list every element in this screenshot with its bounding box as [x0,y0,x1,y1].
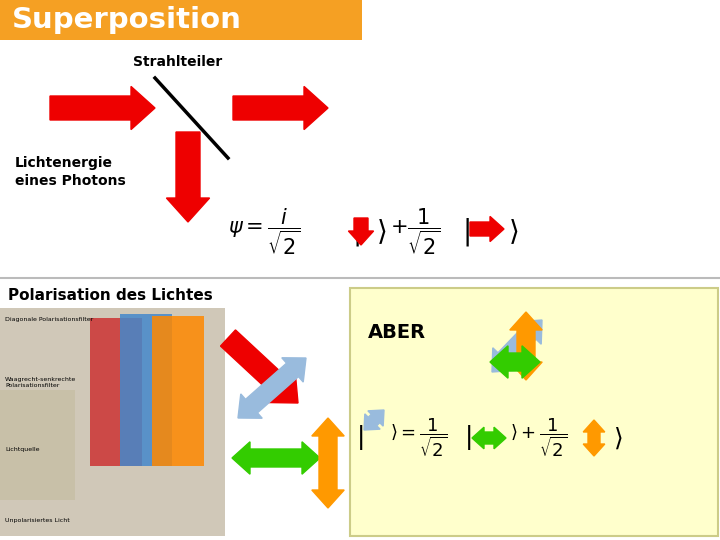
Text: $|$: $|$ [352,216,360,248]
Polygon shape [364,410,384,430]
Text: Unpolarisiertes Licht: Unpolarisiertes Licht [5,518,70,523]
Polygon shape [312,418,344,508]
Text: Strahlteiler: Strahlteiler [133,55,222,69]
Text: $\rangle$: $\rangle$ [613,425,623,451]
Polygon shape [232,442,320,474]
Polygon shape [233,86,328,130]
Text: $\rangle + \dfrac{1}{\sqrt{2}}$: $\rangle + \dfrac{1}{\sqrt{2}}$ [510,416,567,460]
Text: $|$: $|$ [464,423,472,453]
Text: $|$: $|$ [462,216,469,248]
Polygon shape [238,358,306,419]
Polygon shape [348,218,374,245]
Text: Waagrecht-senkrechte
Polarisationsfilter: Waagrecht-senkrechte Polarisationsfilter [5,377,76,388]
Polygon shape [510,312,542,380]
Text: $\rangle$: $\rangle$ [508,218,518,246]
Text: Lichtenergie
eines Photons: Lichtenergie eines Photons [15,156,126,188]
Text: Diagonale Polarisationsfilter: Diagonale Polarisationsfilter [5,317,94,322]
Text: $|$: $|$ [585,423,593,453]
Polygon shape [50,86,155,130]
Bar [120,314,172,466]
Text: Superposition: Superposition [12,6,242,34]
Bar [0,308,225,536]
Text: $+\dfrac{1}{\sqrt{2}}\;$: $+\dfrac{1}{\sqrt{2}}\;$ [390,207,441,258]
Bar [0,390,75,500]
Text: Polarisation des Lichtes: Polarisation des Lichtes [8,288,212,303]
Polygon shape [583,420,605,456]
Text: $\rangle = \dfrac{1}{\sqrt{2}}$: $\rangle = \dfrac{1}{\sqrt{2}}$ [390,416,448,460]
Text: $\psi = \dfrac{i}{\sqrt{2}}\;$: $\psi = \dfrac{i}{\sqrt{2}}\;$ [228,207,300,258]
Text: $\rangle$: $\rangle$ [376,218,387,246]
Bar [350,288,718,536]
Bar [0,0,362,40]
Text: ABER: ABER [368,322,426,341]
Polygon shape [492,320,542,372]
Polygon shape [470,217,504,241]
Polygon shape [220,330,298,403]
Text: Lichtquelle: Lichtquelle [5,447,40,452]
Bar [152,316,204,466]
Bar [90,318,142,466]
Polygon shape [166,132,210,222]
Polygon shape [472,427,506,449]
Polygon shape [490,346,540,378]
Text: $|$: $|$ [356,423,364,453]
